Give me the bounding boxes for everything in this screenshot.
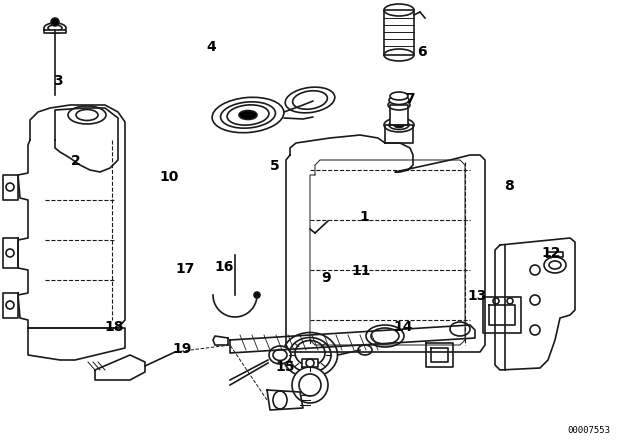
Polygon shape — [3, 238, 18, 268]
Text: 1: 1 — [360, 210, 370, 224]
Text: 4: 4 — [206, 40, 216, 54]
Ellipse shape — [273, 391, 287, 409]
Ellipse shape — [289, 337, 331, 372]
Circle shape — [530, 295, 540, 305]
Circle shape — [292, 367, 328, 403]
Ellipse shape — [358, 345, 372, 355]
Polygon shape — [55, 108, 118, 172]
Polygon shape — [267, 390, 303, 410]
Ellipse shape — [44, 23, 66, 33]
Circle shape — [254, 292, 260, 298]
Polygon shape — [390, 105, 408, 125]
Polygon shape — [3, 175, 18, 200]
Text: 2: 2 — [70, 154, 81, 168]
Polygon shape — [385, 125, 413, 143]
Ellipse shape — [48, 25, 62, 31]
Ellipse shape — [273, 349, 287, 361]
Text: 7: 7 — [404, 91, 415, 106]
Ellipse shape — [285, 87, 335, 113]
Ellipse shape — [76, 109, 98, 121]
Text: 3: 3 — [52, 73, 63, 88]
Ellipse shape — [371, 328, 399, 344]
Ellipse shape — [389, 95, 409, 104]
Polygon shape — [230, 325, 475, 353]
Polygon shape — [547, 252, 563, 257]
Ellipse shape — [292, 91, 328, 109]
Text: 8: 8 — [504, 179, 514, 193]
Text: 11: 11 — [352, 264, 371, 278]
Polygon shape — [426, 343, 453, 367]
Circle shape — [6, 249, 14, 257]
Ellipse shape — [549, 261, 561, 269]
Text: 00007553: 00007553 — [567, 426, 610, 435]
Ellipse shape — [212, 97, 284, 133]
Text: 5: 5 — [270, 159, 280, 173]
Text: 16: 16 — [214, 259, 234, 274]
Ellipse shape — [332, 194, 369, 216]
Ellipse shape — [269, 346, 291, 364]
Ellipse shape — [341, 200, 359, 211]
Text: 17: 17 — [176, 262, 195, 276]
Polygon shape — [495, 238, 575, 370]
Text: 10: 10 — [160, 170, 179, 184]
Ellipse shape — [316, 185, 384, 225]
Polygon shape — [213, 336, 228, 345]
Circle shape — [507, 298, 513, 304]
Text: 14: 14 — [394, 320, 413, 334]
Polygon shape — [310, 160, 465, 345]
Circle shape — [299, 374, 321, 396]
Text: 18: 18 — [104, 320, 124, 334]
Polygon shape — [302, 359, 318, 367]
Ellipse shape — [390, 92, 408, 100]
Text: 9: 9 — [321, 271, 332, 285]
Polygon shape — [28, 328, 125, 360]
Polygon shape — [3, 293, 18, 318]
Polygon shape — [483, 297, 521, 333]
Ellipse shape — [384, 118, 414, 132]
Ellipse shape — [384, 49, 414, 61]
Ellipse shape — [450, 322, 470, 336]
Polygon shape — [431, 348, 448, 362]
Polygon shape — [44, 30, 66, 33]
Circle shape — [6, 183, 14, 191]
Ellipse shape — [544, 257, 566, 273]
Text: 13: 13 — [467, 289, 486, 303]
Circle shape — [51, 18, 59, 26]
Circle shape — [530, 265, 540, 275]
Ellipse shape — [68, 106, 106, 124]
Ellipse shape — [239, 111, 257, 120]
Text: 12: 12 — [542, 246, 561, 260]
Text: 6: 6 — [417, 44, 428, 59]
Ellipse shape — [227, 105, 269, 125]
Polygon shape — [286, 135, 485, 352]
Ellipse shape — [384, 4, 414, 16]
Text: 15: 15 — [275, 360, 294, 375]
Polygon shape — [95, 355, 145, 380]
Text: 19: 19 — [173, 342, 192, 357]
Ellipse shape — [366, 325, 404, 347]
Ellipse shape — [282, 332, 337, 378]
Circle shape — [306, 359, 314, 367]
Ellipse shape — [295, 340, 325, 366]
Circle shape — [493, 298, 499, 304]
Ellipse shape — [221, 102, 275, 128]
Circle shape — [6, 301, 14, 309]
Ellipse shape — [388, 100, 410, 110]
Polygon shape — [489, 305, 515, 325]
Polygon shape — [18, 105, 125, 328]
Circle shape — [530, 325, 540, 335]
Ellipse shape — [394, 122, 404, 128]
Polygon shape — [384, 10, 414, 55]
Ellipse shape — [389, 121, 409, 129]
